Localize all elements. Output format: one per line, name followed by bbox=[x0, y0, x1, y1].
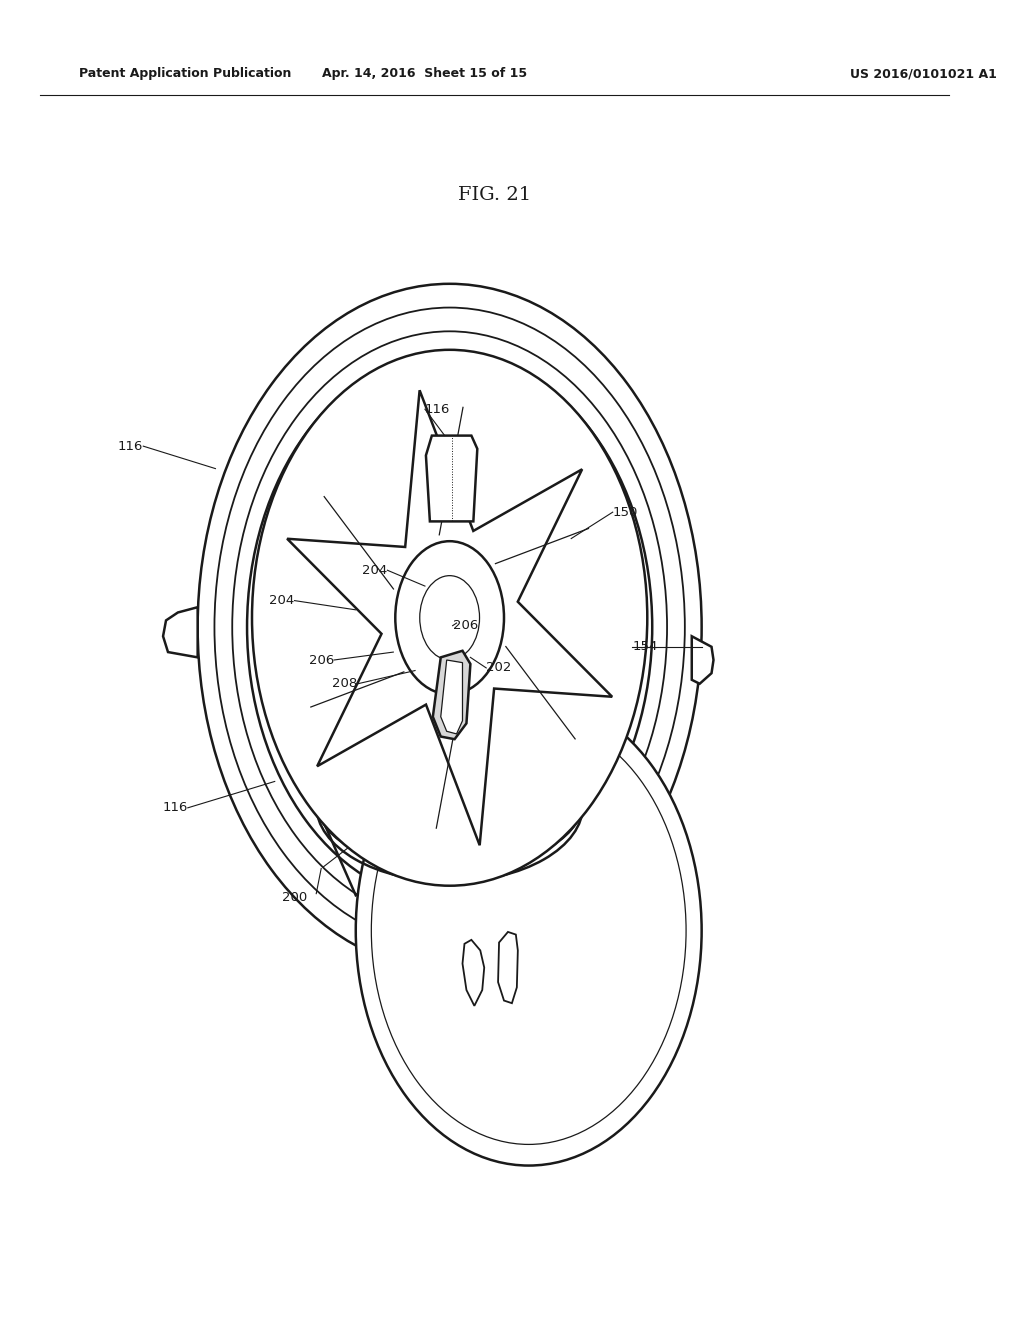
Text: 204: 204 bbox=[362, 564, 387, 577]
Text: US 2016/0101021 A1: US 2016/0101021 A1 bbox=[850, 67, 996, 81]
Polygon shape bbox=[440, 660, 463, 734]
Ellipse shape bbox=[355, 696, 701, 1166]
Text: 208: 208 bbox=[333, 677, 357, 690]
Ellipse shape bbox=[420, 576, 479, 660]
Ellipse shape bbox=[198, 284, 701, 970]
Polygon shape bbox=[463, 940, 484, 1006]
Ellipse shape bbox=[395, 541, 504, 694]
Polygon shape bbox=[426, 436, 477, 521]
Text: 206: 206 bbox=[453, 619, 478, 632]
Text: 150: 150 bbox=[612, 506, 638, 519]
Text: Apr. 14, 2016  Sheet 15 of 15: Apr. 14, 2016 Sheet 15 of 15 bbox=[323, 67, 527, 81]
Text: 200: 200 bbox=[282, 891, 307, 904]
Polygon shape bbox=[163, 607, 198, 657]
Ellipse shape bbox=[252, 350, 647, 886]
Polygon shape bbox=[498, 932, 518, 1003]
Ellipse shape bbox=[347, 746, 552, 865]
Text: 116: 116 bbox=[425, 403, 451, 416]
Text: 206: 206 bbox=[309, 653, 334, 667]
Text: 202: 202 bbox=[486, 661, 512, 675]
Text: 154: 154 bbox=[633, 640, 657, 653]
Ellipse shape bbox=[247, 352, 652, 902]
Text: Patent Application Publication: Patent Application Publication bbox=[79, 67, 292, 81]
Text: 116: 116 bbox=[163, 801, 187, 814]
Polygon shape bbox=[692, 636, 714, 684]
Text: 204: 204 bbox=[269, 594, 295, 607]
PathPatch shape bbox=[287, 391, 612, 845]
Text: 116: 116 bbox=[118, 440, 143, 453]
Text: FIG. 21: FIG. 21 bbox=[458, 186, 530, 205]
Polygon shape bbox=[433, 651, 470, 739]
